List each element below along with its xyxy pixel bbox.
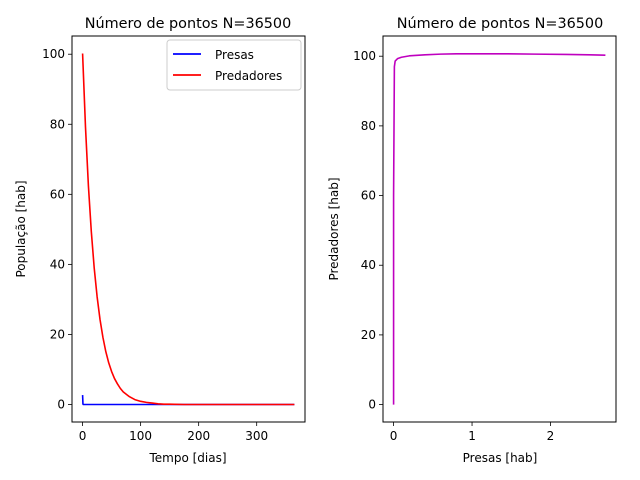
legend-box (166, 39, 302, 91)
x-axis-label: Presas [hab] (463, 451, 538, 465)
phase-trajectory-line (392, 52, 606, 405)
y-tick-label: 0 (57, 397, 65, 411)
x-tick-label: 300 (245, 429, 268, 443)
y-tick-label: 100 (353, 49, 376, 63)
y-tick-label: 80 (361, 119, 376, 133)
axes-frame (71, 35, 306, 423)
series-lines (392, 52, 606, 405)
x-tick-label: 0 (79, 429, 87, 443)
time-series-panel: Número de pontos N=36500 Tempo [dias] Po… (14, 16, 306, 465)
y-tick-label: 80 (50, 117, 65, 131)
y-tick-label: 60 (50, 187, 65, 201)
y-tick-label: 60 (361, 189, 376, 203)
axis-ticks: 0 100 200 300 0 20 40 60 80 100 (42, 47, 268, 443)
legend: Presas Predadores (166, 39, 302, 91)
legend-label-predadores: Predadores (215, 69, 282, 83)
legend-label-presas: Presas (215, 48, 254, 62)
y-axis-label: População [hab] (14, 180, 28, 277)
y-axis-label: Predadores [hab] (327, 177, 341, 280)
x-tick-label: 200 (187, 429, 210, 443)
y-tick-label: 20 (50, 327, 65, 341)
y-tick-label: 100 (42, 47, 65, 61)
y-tick-label: 0 (368, 398, 376, 412)
chart-title: Número de pontos N=36500 (85, 16, 291, 32)
y-tick-label: 20 (361, 328, 376, 342)
phase-plot-panel: Número de pontos N=36500 Presas [hab] Pr… (327, 16, 617, 465)
chart-title: Número de pontos N=36500 (397, 16, 603, 32)
x-tick-label: 0 (390, 429, 398, 443)
series-line-predadores (81, 53, 295, 406)
y-tick-label: 40 (361, 258, 376, 272)
y-tick-label: 40 (50, 257, 65, 271)
x-tick-label: 2 (547, 429, 555, 443)
x-tick-label: 1 (468, 429, 476, 443)
x-tick-label: 100 (129, 429, 152, 443)
axes-frame (382, 35, 617, 423)
series-lines (81, 53, 295, 406)
x-axis-label: Tempo [dias] (148, 451, 226, 465)
